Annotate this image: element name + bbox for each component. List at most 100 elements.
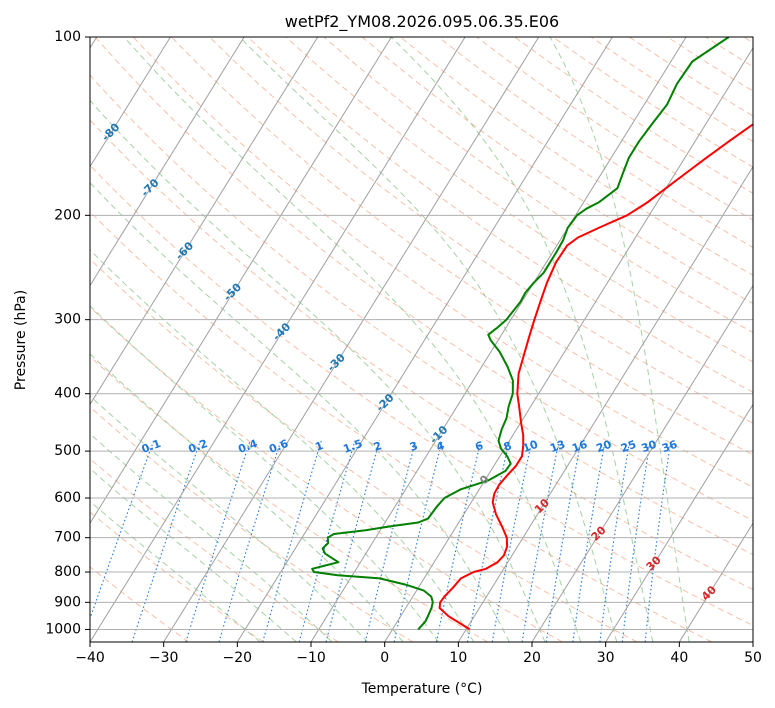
isotherm-line: [605, 403, 753, 642]
mixing-ratio-label: 3: [408, 439, 420, 454]
y-tick-label: 1000: [45, 621, 81, 637]
x-axis-label: Temperature (°C): [361, 681, 483, 697]
mixing-ratio-line: [218, 440, 282, 642]
mixing-ratio-line: [644, 440, 672, 642]
mixing-ratio-label: 25: [619, 438, 638, 455]
moist-adiabat-line: [123, 37, 582, 642]
x-tick-label: 40: [670, 650, 688, 666]
plot-area: [90, 37, 753, 642]
sounding-series: [311, 37, 753, 631]
mixing-ratio-line: [491, 440, 533, 642]
mixing-ratio-label: 36: [660, 438, 679, 456]
mixing-ratio-label: 8: [502, 439, 514, 454]
y-axis-label: Pressure (hPa): [13, 290, 29, 390]
dry-adiabat-line: [90, 511, 264, 642]
y-tick-label: 100: [54, 29, 81, 45]
mixing-ratio-label: 6: [473, 439, 485, 454]
x-axis-ticks: −40 −30 −20 −10 0 10 20 30 40 50: [75, 642, 762, 666]
isotherm-line: [531, 284, 753, 642]
dry-adiabat-line: [90, 258, 638, 642]
mixing-ratio-line: [466, 440, 510, 642]
pressure-gridlines: [90, 37, 753, 630]
y-tick-label: 900: [54, 594, 81, 610]
x-tick-label: 0: [380, 650, 389, 666]
mixing-ratio-line: [90, 440, 155, 621]
x-tick-label: 30: [597, 650, 615, 666]
moist-adiabat-line: [90, 395, 369, 642]
x-tick-label: 50: [744, 650, 762, 666]
isotherm-line: [236, 37, 613, 642]
moist-adiabat-line: [90, 305, 439, 642]
isotherm-line: [752, 641, 753, 642]
isotherm-line: [678, 522, 753, 642]
isotherm-line: [90, 37, 466, 642]
moist-adiabat-line: [549, 37, 690, 642]
mixing-ratio-label: 0.4: [237, 437, 260, 456]
mixing-ratio-line: [435, 440, 482, 642]
isotherm-line: [90, 37, 319, 406]
dry-adiabat-line: [132, 37, 753, 488]
dry-adiabat-line: [90, 164, 753, 627]
moist-adiabat-line: [90, 433, 333, 642]
moist-adiabat-line: [90, 249, 475, 642]
moist-adiabat-line: [390, 37, 654, 642]
mixing-ratio-lines: [90, 440, 672, 642]
plot-frame: [89, 36, 754, 643]
dry-adiabat-line: [90, 211, 712, 642]
isotherm-line: [384, 46, 753, 642]
y-axis-ticks: 100 200 300 400 500 600 700 800 900 1000: [45, 29, 90, 637]
moist-adiabat-line: [90, 182, 510, 642]
mixing-ratio-label: 2: [372, 439, 384, 454]
isotherm-line: [90, 37, 171, 168]
y-tick-label: 400: [54, 386, 81, 402]
dry-adiabat-line: [171, 37, 753, 456]
mixing-ratio-label: 0.6: [267, 437, 290, 456]
mixing-ratio-line: [185, 440, 251, 642]
mixing-ratio-label: 30: [640, 438, 659, 456]
mixing-ratio-line: [364, 440, 417, 642]
x-tick-label: 20: [523, 650, 541, 666]
dry-adiabat-line: [90, 306, 563, 642]
mixing-ratio-label: 13: [548, 438, 567, 455]
dry-adiabat-line: [90, 566, 190, 642]
x-tick-label: −40: [75, 650, 105, 666]
mixing-ratio-label: 4: [435, 439, 447, 454]
isotherm-line: [457, 165, 753, 642]
mixing-ratio-label: 10: [521, 438, 540, 456]
isotherm-line: [310, 37, 687, 642]
temperature-line: [438, 123, 753, 631]
x-tick-label: −20: [223, 650, 253, 666]
dry-adiabat-line: [90, 119, 753, 591]
isotherm-line: [90, 37, 245, 287]
y-tick-label: 200: [54, 207, 81, 223]
mixing-ratio-label: 0.2: [187, 437, 210, 456]
isotherm-label: -100: [5, 27, 34, 56]
dry-adiabat-line: [90, 355, 488, 642]
isotherm-line: [163, 37, 540, 642]
mixing-ratio-label: 0.1: [140, 437, 163, 456]
mixing-ratio-line: [621, 440, 651, 642]
mixing-ratio-line: [298, 440, 356, 642]
dry-adiabat-line: [323, 37, 753, 334]
moist-adiabat-line: [90, 353, 404, 642]
isotherm-label: -90: [58, 67, 81, 90]
y-tick-label: 500: [54, 443, 81, 459]
mixing-ratio-line: [521, 440, 560, 642]
dry-adiabat-line: [90, 458, 339, 642]
y-tick-label: 600: [54, 490, 81, 506]
dewpoint-line: [311, 37, 730, 631]
y-tick-label: 700: [54, 530, 81, 546]
mixing-ratio-line: [545, 440, 582, 642]
mixing-ratio-label: 1: [313, 439, 325, 454]
mixing-ratio-line: [572, 440, 606, 642]
isotherm-line: [90, 37, 392, 525]
y-tick-label: 800: [54, 564, 81, 580]
dry-adiabat-line: [94, 37, 753, 522]
moist-adiabat-line: [90, 468, 297, 642]
chart-title: wetPf2_YM08.2026.095.06.35.E06: [285, 12, 559, 32]
mixing-ratio-line: [262, 440, 322, 642]
mixing-ratio-line: [325, 440, 381, 642]
y-tick-label: 300: [54, 312, 81, 328]
mixing-ratio-label: 1.5: [342, 437, 365, 456]
